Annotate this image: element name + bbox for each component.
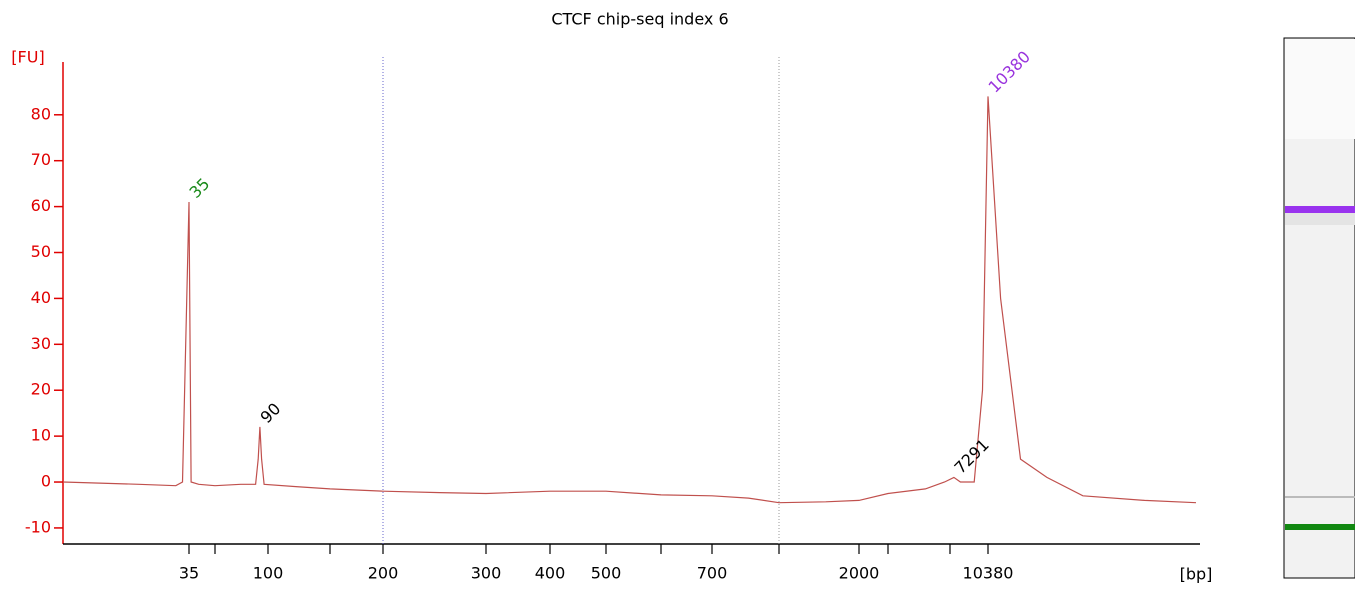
y-tick-label: 50	[31, 242, 51, 261]
x-tick-label: 100	[253, 564, 284, 583]
x-tick-label: 200	[368, 564, 399, 583]
y-tick-label: 0	[41, 472, 51, 491]
gel-lane	[1283, 37, 1355, 579]
y-tick-label: 30	[31, 334, 51, 353]
x-tick-label: 400	[535, 564, 566, 583]
y-tick-label: 40	[31, 288, 51, 307]
y-tick-label: 80	[31, 104, 51, 123]
x-tick-label: 500	[591, 564, 622, 583]
peak-label: 10380	[985, 47, 1034, 96]
x-tick-label: 700	[697, 564, 728, 583]
y-tick-label: 20	[31, 380, 51, 399]
chart-title: CTCF chip-seq index 6	[551, 10, 728, 29]
x-tick-label: 35	[179, 564, 199, 583]
gel-smear	[1285, 213, 1355, 225]
x-tick-label: 2000	[839, 564, 880, 583]
gel-band	[1285, 524, 1355, 530]
signal-line	[62, 96, 1197, 504]
peak-label: 90	[257, 399, 285, 427]
y-tick-label: 10	[31, 426, 51, 445]
y-tick-label: 70	[31, 150, 51, 169]
gel-band	[1285, 206, 1355, 213]
y-axis-label: [FU]	[11, 48, 44, 67]
x-axis-label: [bp]	[1180, 565, 1213, 584]
peak-label: 35	[186, 174, 214, 202]
gel-band	[1285, 496, 1355, 498]
y-tick-label: 60	[31, 196, 51, 215]
gel-region	[1285, 39, 1355, 139]
peak-label: 7291	[951, 435, 993, 477]
x-tick-label: 10380	[963, 564, 1014, 583]
x-tick-label: 300	[471, 564, 502, 583]
y-tick-label: -10	[25, 517, 51, 536]
